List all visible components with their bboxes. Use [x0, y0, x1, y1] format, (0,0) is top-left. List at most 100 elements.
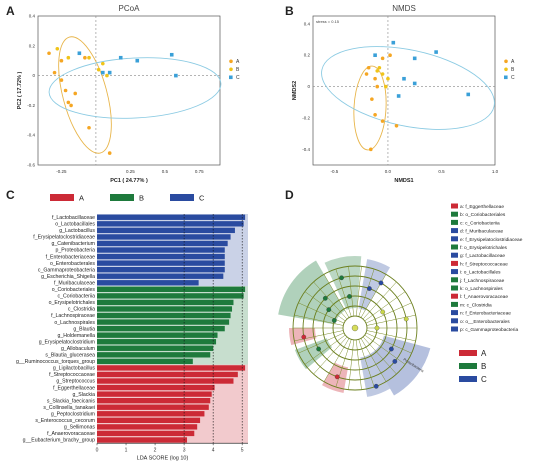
lda-bar-label: g_Ligilactobacillus: [53, 366, 96, 372]
lda-bar-label: f_Eggerthellaceae: [53, 385, 95, 391]
scatter-point-B: [375, 69, 380, 73]
lda-bar: [97, 260, 225, 266]
scatter-point-C: [118, 55, 123, 60]
x-tick-label: 0.5: [438, 169, 445, 174]
legend-label-C: C: [511, 75, 515, 81]
group-band-B: [97, 286, 248, 365]
y-tick-label: -0.4: [302, 147, 310, 152]
taxon-legend-label: f: o_Erysipelotrichales: [460, 245, 508, 251]
lda-bar: [97, 352, 211, 358]
scatter-point-B: [386, 76, 390, 81]
taxon-legend-label: n: f_Enterobacteriaceae: [460, 311, 511, 317]
scatter-point-A: [375, 84, 380, 89]
lda-bar: [97, 299, 234, 306]
panel-label-d: D: [285, 188, 294, 202]
panel-label-b: B: [285, 4, 294, 18]
scatter-point-A: [107, 151, 112, 155]
scatter-point-A: [87, 125, 91, 130]
scatter-point-B: [96, 67, 101, 72]
taxon-legend-swatch: [451, 269, 458, 275]
taxon-node: [378, 280, 384, 286]
taxon-node: [301, 334, 307, 340]
lda-bar-label: f_Lachnospiraceae: [51, 313, 95, 319]
scatter-point-C: [101, 70, 105, 75]
scatter-point-B: [384, 84, 388, 89]
taxon-legend-label: p: c_Gammaproteobacteria: [460, 327, 518, 333]
legend-swatch-B: [110, 194, 134, 201]
lda-bar-label: o_Erysipelotrichales: [49, 300, 96, 306]
lda-bar-label: g_Sellimonas: [64, 425, 96, 431]
y-axis-label: PC2 ( 17.72% ): [17, 72, 23, 110]
taxonomy-spoke: [364, 334, 406, 365]
taxonomy-spoke: [348, 266, 354, 317]
scatter-point-A: [388, 53, 392, 58]
taxon-legend-swatch: [451, 252, 458, 258]
lda-bar: [97, 384, 215, 391]
lda-bar: [97, 240, 228, 247]
taxon-legend-label: b: o_Coriobacteriales: [460, 212, 506, 218]
lda-bar: [97, 398, 211, 404]
taxon-legend-label: j: f_Lachnospiraceae: [459, 278, 505, 284]
group-legend-label-B: B: [481, 362, 486, 371]
scatter-point-A: [52, 70, 57, 75]
panel-label-c: C: [6, 188, 15, 202]
taxon-node: [334, 374, 340, 380]
clade-sector-C: [370, 335, 431, 396]
taxon-legend-swatch: [451, 211, 458, 217]
taxon-legend-swatch: [451, 310, 458, 316]
scatter-point-C: [434, 50, 438, 54]
plot-frame: [312, 15, 496, 166]
scatter-point-A: [47, 51, 51, 56]
lda-bar-label: s_Collinsella_tanakaei: [43, 405, 95, 411]
legend-swatch-C: [170, 194, 194, 201]
legend-label-C: C: [199, 194, 205, 203]
lda-bar: [97, 214, 246, 220]
scatter-point-A: [380, 119, 385, 123]
scatter-point-C: [77, 51, 82, 56]
pcoa-chart: PCoA -0.25 0.25 0.5 0.75 0.4 0.2 0 -0.2 -0.4 -0.6 P…: [17, 4, 240, 184]
scatter-point-C: [412, 81, 417, 86]
legend-swatch-A: [50, 194, 74, 201]
scatter-point-A: [380, 56, 385, 61]
lda-bar: [97, 430, 195, 437]
lda-bar: [97, 365, 246, 371]
taxonomy-spoke: [364, 291, 406, 322]
x-tick-label: 0.25: [126, 169, 135, 174]
taxonomy-spoke: [335, 268, 352, 317]
y-tick-label: 0: [307, 84, 310, 89]
group-legend-label-C: C: [481, 375, 487, 384]
legend-label-B: B: [139, 194, 144, 203]
scatter-point-C: [107, 70, 112, 75]
lda-bar: [97, 227, 235, 234]
taxon-node: [331, 318, 337, 323]
scatter-point-C: [174, 73, 178, 78]
scatter-point-C: [466, 92, 471, 97]
x-axis-label: LDA SCORE (log 10): [137, 455, 189, 461]
taxon-legend-swatch: [451, 228, 458, 234]
taxon-legend-label: i: o_Lactobacillales: [460, 270, 501, 276]
taxonomy-spoke: [365, 302, 412, 324]
scatter-point-A: [373, 113, 377, 117]
scatter-point-C: [391, 40, 396, 45]
legend-label-A: A: [79, 194, 84, 203]
group-ellipse: [353, 65, 387, 151]
lda-bar-label: f_Erysipelatoclostridiaceae: [33, 235, 95, 241]
taxon-legend-swatch: [451, 301, 458, 307]
scatter-point-A: [83, 55, 87, 60]
legend-marker-A: [504, 59, 508, 64]
taxon-legend-swatch: [451, 260, 458, 266]
y-tick-label: -0.2: [302, 115, 310, 120]
lda-bar-label: o_Lactobacillales: [55, 222, 95, 228]
scatter-point-C: [396, 94, 401, 98]
lda-bar-label: c_Clostridia: [68, 307, 95, 313]
lda-bar-label: f_Lactobacillaceae: [52, 215, 95, 221]
lda-bar-label: o_Coriobacteriales: [52, 287, 96, 293]
taxonomy-spoke: [360, 338, 387, 382]
chart-title: NMDS: [392, 4, 416, 13]
panel-label-a: A: [6, 4, 15, 18]
taxonomy-spoke: [348, 339, 354, 390]
taxonomy-spoke: [304, 334, 346, 365]
lda-bar: [97, 273, 224, 279]
lda-bar: [97, 286, 246, 292]
